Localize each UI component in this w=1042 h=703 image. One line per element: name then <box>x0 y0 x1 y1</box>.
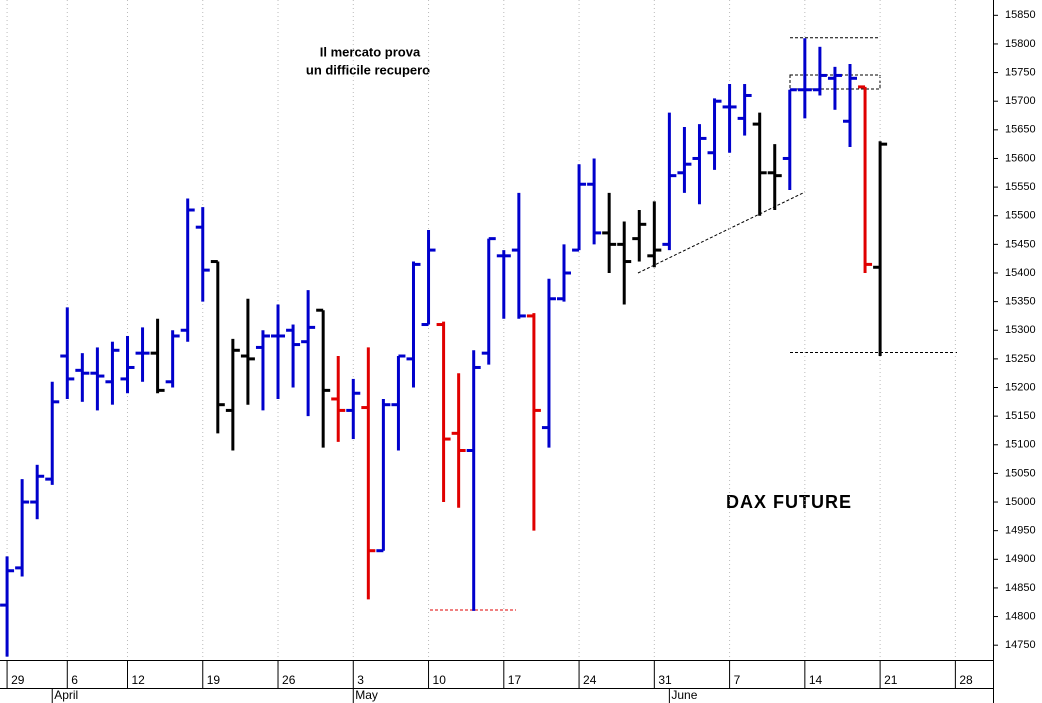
y-tick-label: 15350 <box>1005 296 1036 308</box>
x-tick-label: 19 <box>207 673 221 687</box>
y-tick-label: 15450 <box>1005 238 1036 250</box>
y-tick-label: 15500 <box>1005 210 1036 222</box>
x-tick-label: 10 <box>433 673 447 687</box>
y-tick-label: 15100 <box>1005 439 1036 451</box>
y-tick-label: 15600 <box>1005 152 1036 164</box>
x-tick-label: 29 <box>11 673 25 687</box>
y-tick-label: 14950 <box>1005 525 1036 537</box>
y-tick-label: 15300 <box>1005 324 1036 336</box>
y-tick-label: 15000 <box>1005 496 1036 508</box>
y-tick-label: 15050 <box>1005 467 1036 479</box>
y-tick-label: 14750 <box>1005 639 1036 651</box>
y-tick-label: 14900 <box>1005 553 1036 565</box>
x-tick-label: 28 <box>959 673 973 687</box>
month-label: June <box>671 688 697 702</box>
trend-line <box>637 191 806 274</box>
y-tick-label: 15550 <box>1005 181 1036 193</box>
x-tick-label: 6 <box>71 673 78 687</box>
plot-frame <box>0 0 994 703</box>
month-label: April <box>54 688 78 702</box>
x-tick-label: 26 <box>282 673 296 687</box>
y-tick-label: 15850 <box>1005 9 1036 21</box>
x-tick-label: 31 <box>658 673 672 687</box>
x-tick-label: 7 <box>734 673 741 687</box>
annotation: Il mercato prova <box>320 44 421 59</box>
y-tick-label: 15750 <box>1005 66 1036 78</box>
x-tick-label: 12 <box>131 673 145 687</box>
x-tick-label: 24 <box>583 673 597 687</box>
x-tick-label: 17 <box>508 673 522 687</box>
y-tick-label: 14850 <box>1005 582 1036 594</box>
y-tick-label: 15650 <box>1005 124 1036 136</box>
month-label: May <box>355 688 378 702</box>
y-tick-label: 15250 <box>1005 353 1036 365</box>
y-tick-label: 15700 <box>1005 95 1036 107</box>
y-tick-label: 15800 <box>1005 38 1036 50</box>
y-tick-label: 15150 <box>1005 410 1036 422</box>
x-tick-label: 21 <box>884 673 898 687</box>
x-tick-label: 14 <box>809 673 823 687</box>
y-tick-label: 15200 <box>1005 381 1036 393</box>
annotation: un difficile recupero <box>306 62 430 77</box>
chart-title: DAX FUTURE <box>726 492 852 512</box>
x-tick-label: 3 <box>357 673 364 687</box>
y-tick-label: 15400 <box>1005 267 1036 279</box>
y-tick-label: 14800 <box>1005 610 1036 622</box>
